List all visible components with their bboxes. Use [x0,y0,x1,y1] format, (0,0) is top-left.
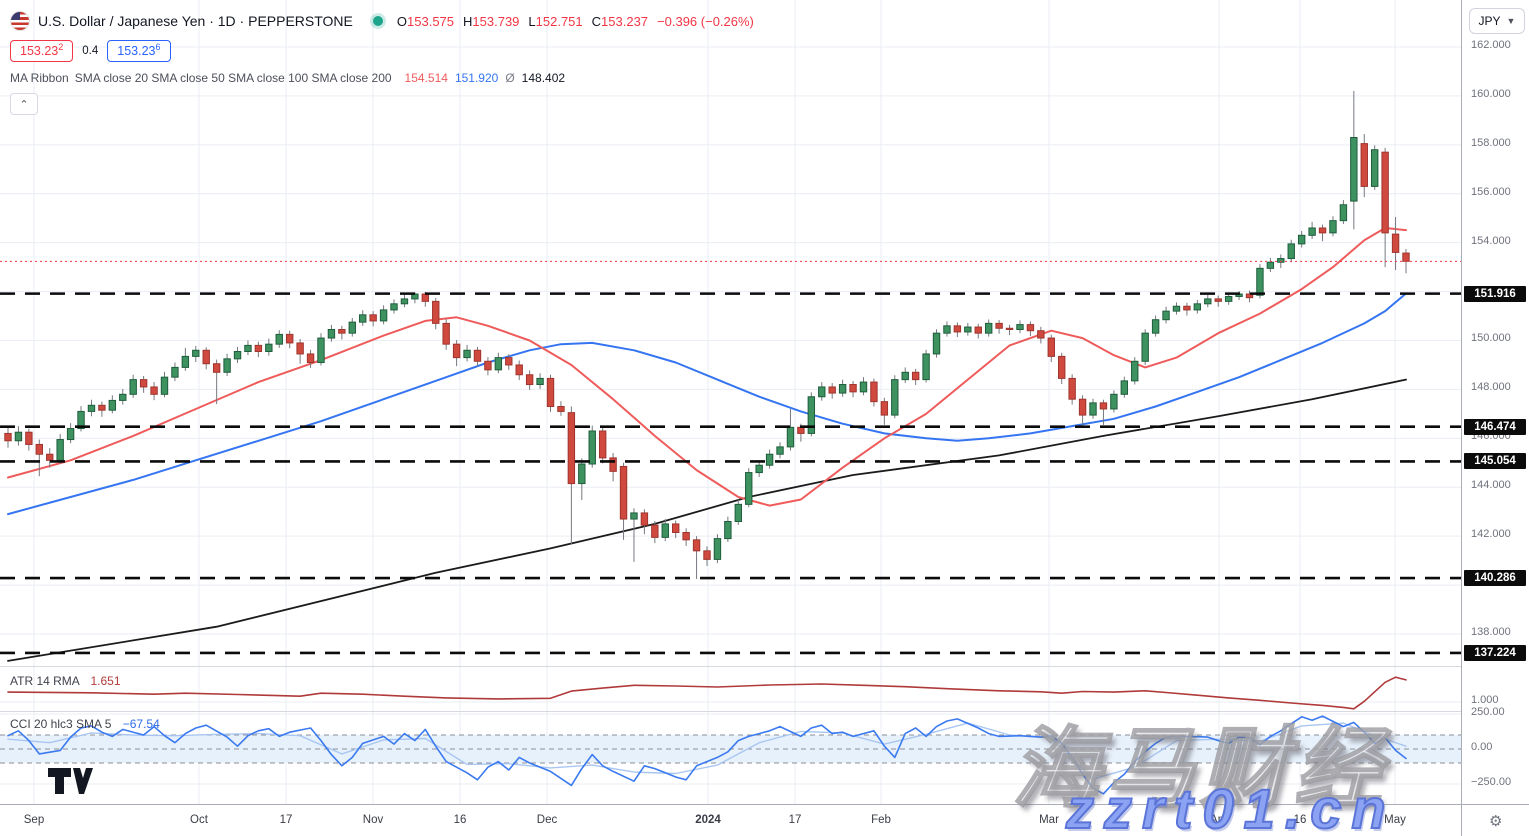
ohlc-item: C153.237 [591,13,649,29]
ohlc-item: H153.739 [463,13,520,29]
ma-value: 151.920 [454,71,499,85]
price-level-chip: 145.054 [1464,453,1526,470]
time-tick-label: Apr [1210,814,1228,826]
sell-button[interactable]: 153.232 [10,40,74,62]
price-tick-label: 138.000 [1471,625,1511,638]
candlestick-chart-canvas[interactable] [0,0,1461,804]
price-level-chip: 146.474 [1464,418,1526,435]
buy-button[interactable]: 153.236 [107,40,171,62]
price-tick-label: 144.000 [1471,479,1511,492]
symbol-row: U.S. Dollar / Japanese Yen · 1D · PEPPER… [10,10,754,32]
indicator-label: MA Ribbon [10,71,69,85]
price-tick-label: 150.000 [1471,332,1511,345]
price-tick-label: 142.000 [1471,528,1511,541]
cci-pane-label: CCI 20 hlc3 SMA 5 −67.54 [10,717,160,731]
market-status-icon [372,16,383,26]
price-scale[interactable]: JPY ▼ 162.000 160.000 158.000 156.000 154.00… [1461,0,1529,804]
collapse-legend-button[interactable]: ⌃ [10,93,38,115]
currency-label: JPY [1478,14,1501,28]
gear-icon[interactable]: ⚙ [1489,813,1503,830]
ohlc-item: L152.751 [528,13,583,29]
price-tick-label: 158.000 [1471,136,1511,149]
ma-value: 148.402 [521,71,566,85]
atr-value: 1.651 [90,674,121,688]
time-tick-label: 16 [453,814,467,826]
indicator-params: SMA close 20 SMA close 50 SMA close 100 … [74,71,392,85]
tradingview-logo[interactable] [48,768,94,794]
ohlc-values: O153.575 H153.739 L152.751 C153.237 −0.396 (… [397,14,754,29]
chart-legend: U.S. Dollar / Japanese Yen · 1D · PEPPER… [10,10,754,115]
symbol-title[interactable]: U.S. Dollar / Japanese Yen · 1D · PEPPER… [38,13,353,29]
price-level-chip: 151.916 [1464,285,1526,302]
atr-label: ATR 14 RMA [10,674,80,688]
spread-value: 0.4 [82,45,99,57]
time-tick-label: Dec [536,814,558,826]
price-level-chip: 140.286 [1464,570,1526,587]
cci-label: CCI 20 hlc3 SMA 5 [10,717,112,731]
time-tick-label: Sep [23,814,45,826]
ma-ribbon-row: MA Ribbon SMA close 20 SMA close 50 SMA … [10,71,754,85]
time-tick-label: Mar [1039,814,1059,826]
price-tick-label: 148.000 [1471,381,1511,394]
us-flag-icon [10,11,30,31]
price-level-chip: 137.224 [1464,644,1526,661]
cci-tick-label: −250.00 [1471,776,1512,788]
time-tick-label: Oct [190,814,208,826]
price-tick-label: 156.000 [1471,185,1511,198]
price-tick-label: 162.000 [1471,39,1511,51]
bid-ask-row: 153.232 0.4 153.236 [10,40,754,62]
atr-tick-label: 1.000 [1471,694,1499,706]
time-tick-label: 2024 [695,814,721,826]
currency-dropdown[interactable]: JPY ▼ [1469,8,1525,34]
cci-value: −67.54 [122,717,160,731]
time-tick-label: Nov [362,814,384,826]
price-tick-label: 154.000 [1471,234,1511,247]
time-tick-label: May [1384,814,1406,826]
indicator-values: 154.514 151.920 Ø 148.402 [398,71,566,85]
price-tick-label: 160.000 [1471,87,1511,100]
ma-value: 154.514 [404,71,448,85]
ma-value: Ø [505,71,515,85]
time-scale[interactable]: ⚙ Sep Oct 17 Nov 16 Dec 2024 17 Feb Mar Apr 16 May [0,804,1529,836]
cci-tick-label: 250.00 [1471,706,1505,718]
time-tick-label: Feb [871,814,891,826]
time-tick-label: 17 [788,814,802,826]
atr-pane-label: ATR 14 RMA 1.651 [10,674,121,688]
time-tick-label: 17 [279,814,293,826]
chevron-down-icon: ▼ [1506,16,1516,26]
price-change: −0.396 (−0.26%) [657,13,754,29]
axis-corner-separator [1461,805,1462,836]
time-tick-label: 16 [1293,814,1307,826]
cci-tick-label: 0.00 [1471,741,1493,753]
ohlc-item: O153.575 [396,13,455,29]
